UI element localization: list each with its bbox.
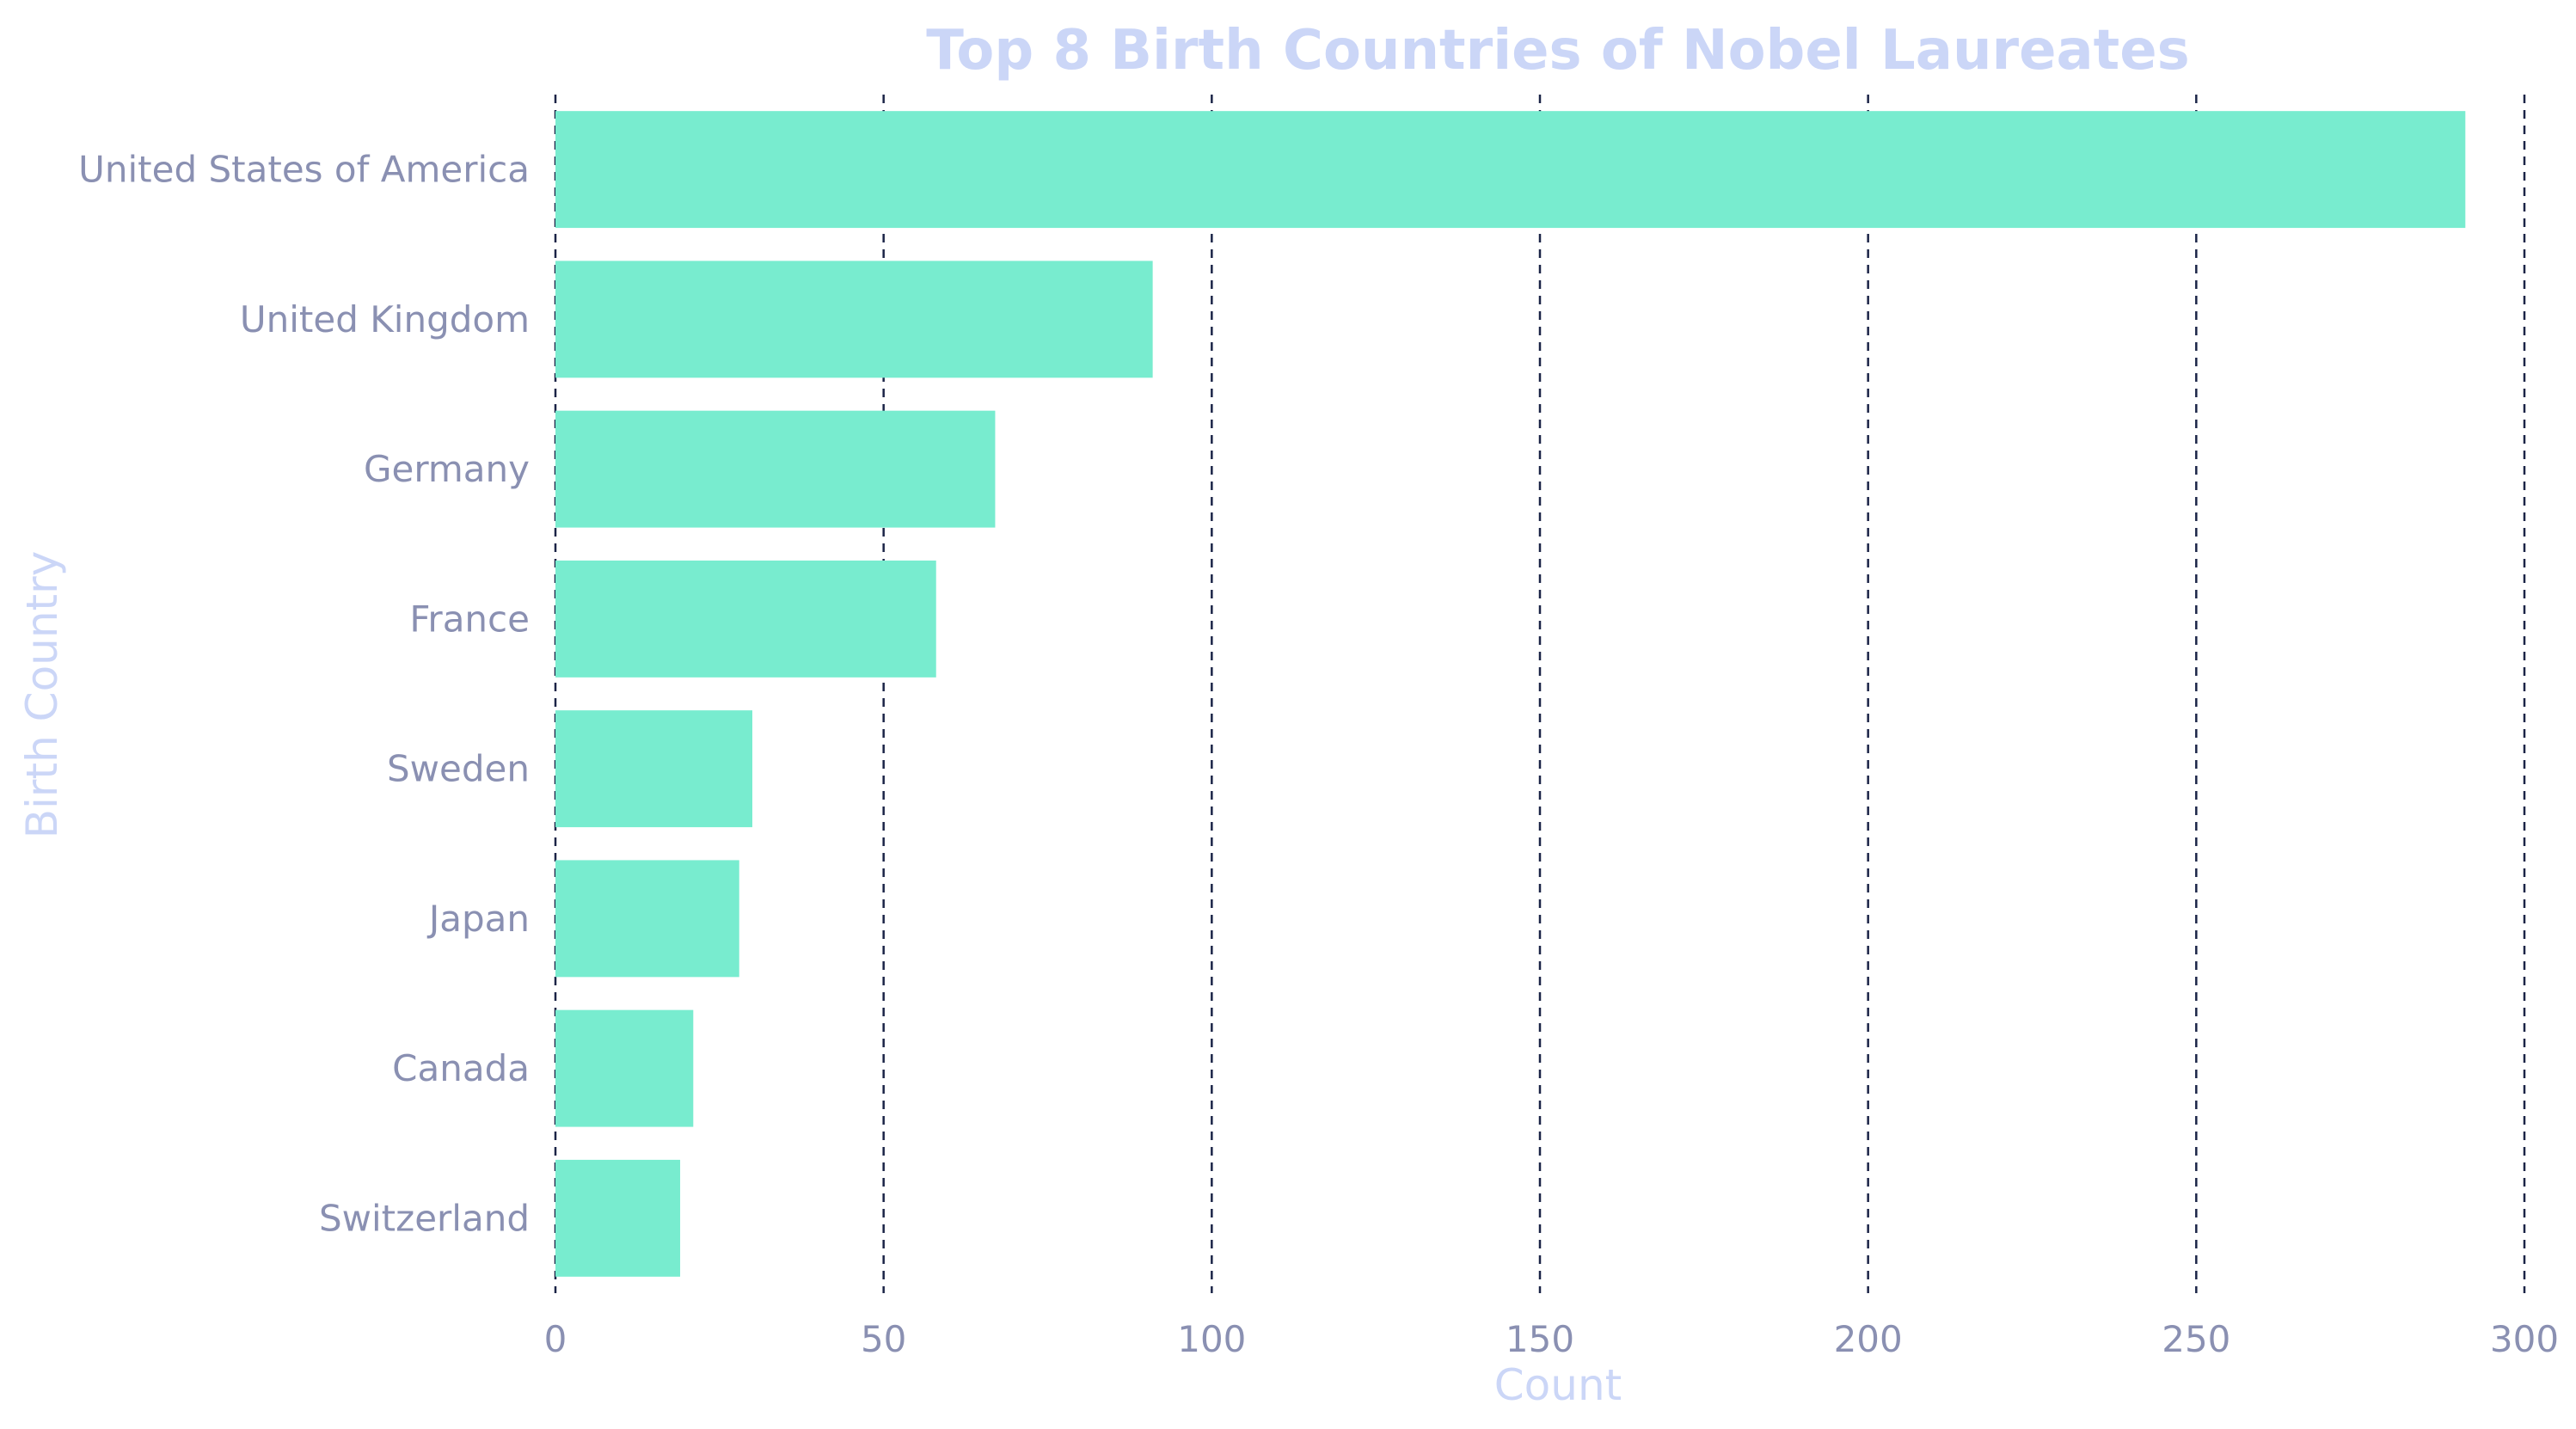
x-axis-title: Count xyxy=(1494,1360,1622,1410)
bar-sweden xyxy=(555,710,752,828)
x-tick-label-200: 200 xyxy=(1834,1318,1903,1360)
bar-japan xyxy=(555,860,739,978)
x-tick-label-100: 100 xyxy=(1177,1318,1246,1360)
bar-canada xyxy=(555,1009,694,1127)
y-tick-label-sweden: Sweden xyxy=(387,748,530,790)
y-axis-ticks: United States of America United Kingdom Ge… xyxy=(78,149,530,1240)
y-tick-label-switzerland: Switzerland xyxy=(319,1197,530,1239)
bar-france xyxy=(555,560,936,678)
y-axis-title: Birth Country xyxy=(17,551,67,839)
x-tick-label-50: 50 xyxy=(861,1318,906,1360)
y-tick-label-france: France xyxy=(409,598,530,640)
y-tick-label-canada: Canada xyxy=(392,1047,530,1089)
y-tick-label-united-kingdom: United Kingdom xyxy=(240,298,530,340)
x-tick-label-300: 300 xyxy=(2490,1318,2559,1360)
bar-united-states-of-america xyxy=(555,111,2466,229)
bars xyxy=(555,111,2466,1277)
bar-switzerland xyxy=(555,1159,681,1277)
x-axis-ticks: 0 50 100 150 200 250 300 xyxy=(544,1318,2559,1360)
x-tick-label-150: 150 xyxy=(1506,1318,1574,1360)
y-tick-label-germany: Germany xyxy=(364,448,530,490)
x-tick-label-0: 0 xyxy=(544,1318,567,1360)
bar-germany xyxy=(555,410,996,528)
chart-title: Top 8 Birth Countries of Nobel Laureates xyxy=(926,19,2190,83)
y-tick-label-united-states-of-america: United States of America xyxy=(78,149,530,191)
x-tick-label-250: 250 xyxy=(2162,1318,2230,1360)
y-tick-label-japan: Japan xyxy=(426,898,530,940)
bar-united-kingdom xyxy=(555,261,1153,378)
